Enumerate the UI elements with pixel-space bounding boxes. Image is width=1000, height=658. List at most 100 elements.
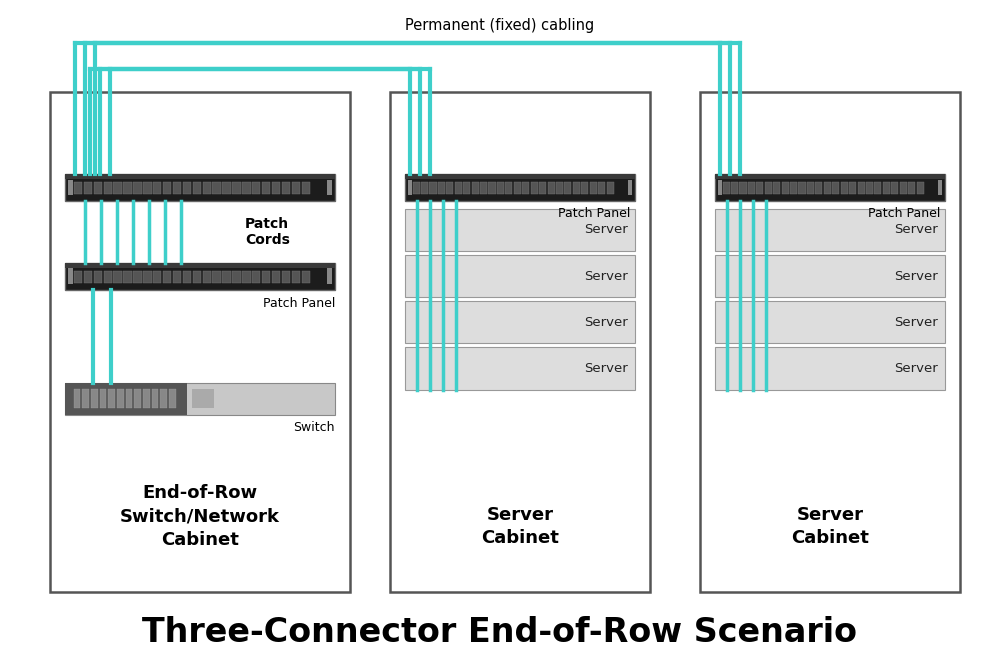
Bar bbox=[252, 271, 260, 283]
Bar bbox=[100, 390, 106, 408]
Text: Three-Connector End-of-Row Scenario: Three-Connector End-of-Row Scenario bbox=[143, 617, 858, 649]
Bar bbox=[74, 390, 80, 408]
Text: Permanent (fixed) cabling: Permanent (fixed) cabling bbox=[405, 18, 595, 32]
Bar bbox=[262, 182, 270, 194]
Bar bbox=[153, 182, 161, 194]
Bar bbox=[564, 182, 571, 194]
Bar bbox=[232, 271, 241, 283]
Bar bbox=[405, 174, 635, 179]
Text: Server
Cabinet: Server Cabinet bbox=[481, 505, 559, 547]
Bar bbox=[242, 271, 251, 283]
Bar bbox=[282, 271, 290, 283]
Bar bbox=[421, 182, 428, 194]
Bar bbox=[700, 92, 960, 592]
Bar bbox=[212, 182, 221, 194]
Bar bbox=[715, 301, 945, 343]
Bar bbox=[756, 182, 763, 194]
Bar bbox=[143, 182, 152, 194]
Bar bbox=[94, 271, 102, 283]
Bar bbox=[488, 182, 496, 194]
Bar bbox=[715, 255, 945, 297]
Bar bbox=[152, 390, 158, 408]
Bar bbox=[849, 182, 856, 194]
Bar bbox=[715, 174, 945, 179]
Bar bbox=[134, 390, 141, 408]
Bar bbox=[183, 271, 191, 283]
Bar bbox=[193, 271, 201, 283]
Bar bbox=[84, 271, 92, 283]
Bar bbox=[232, 182, 241, 194]
Bar bbox=[126, 390, 132, 408]
Bar bbox=[590, 182, 597, 194]
Bar bbox=[163, 271, 171, 283]
Bar bbox=[824, 182, 831, 194]
Text: Server: Server bbox=[584, 224, 628, 236]
Bar bbox=[108, 390, 115, 408]
Bar bbox=[405, 301, 635, 343]
Bar bbox=[65, 174, 335, 201]
Bar bbox=[798, 182, 806, 194]
Text: Server: Server bbox=[894, 362, 938, 374]
Text: Switch: Switch bbox=[294, 421, 335, 434]
Bar bbox=[505, 182, 512, 194]
Bar bbox=[50, 92, 350, 592]
Text: Server: Server bbox=[584, 270, 628, 282]
Bar bbox=[405, 347, 635, 390]
Bar bbox=[917, 182, 924, 194]
Bar bbox=[463, 182, 470, 194]
Bar bbox=[790, 182, 797, 194]
Text: Server
Cabinet: Server Cabinet bbox=[791, 505, 869, 547]
Bar bbox=[598, 182, 605, 194]
Bar bbox=[718, 180, 722, 195]
Text: Server: Server bbox=[584, 316, 628, 328]
Bar bbox=[832, 182, 839, 194]
Bar bbox=[133, 271, 142, 283]
Bar bbox=[866, 182, 873, 194]
Bar bbox=[548, 182, 555, 194]
Bar bbox=[262, 271, 270, 283]
Bar bbox=[212, 271, 221, 283]
Bar bbox=[65, 263, 335, 290]
Bar bbox=[938, 180, 942, 195]
Bar bbox=[104, 182, 112, 194]
Bar bbox=[143, 271, 152, 283]
Bar bbox=[242, 182, 251, 194]
Bar bbox=[429, 182, 437, 194]
Bar bbox=[715, 174, 945, 201]
Text: Server: Server bbox=[894, 316, 938, 328]
Bar bbox=[748, 182, 755, 194]
Bar bbox=[581, 182, 588, 194]
Bar bbox=[65, 383, 186, 415]
Bar bbox=[841, 182, 848, 194]
Bar bbox=[765, 182, 772, 194]
Bar bbox=[302, 271, 310, 283]
Bar bbox=[74, 182, 82, 194]
Bar bbox=[807, 182, 814, 194]
Bar bbox=[203, 182, 211, 194]
Text: Patch
Cords: Patch Cords bbox=[245, 217, 290, 247]
Bar bbox=[723, 182, 730, 194]
Bar bbox=[405, 209, 635, 251]
Bar bbox=[173, 182, 181, 194]
Bar bbox=[222, 271, 231, 283]
Text: Server: Server bbox=[894, 224, 938, 236]
Bar bbox=[573, 182, 580, 194]
Bar bbox=[183, 182, 191, 194]
Bar bbox=[173, 271, 181, 283]
Bar bbox=[531, 182, 538, 194]
Bar bbox=[82, 390, 89, 408]
Bar bbox=[731, 182, 738, 194]
Bar bbox=[123, 271, 132, 283]
Bar bbox=[133, 182, 142, 194]
Bar bbox=[405, 174, 635, 201]
Bar bbox=[539, 182, 546, 194]
Bar bbox=[68, 180, 73, 195]
Bar bbox=[74, 271, 82, 283]
Bar bbox=[715, 209, 945, 251]
Bar bbox=[497, 182, 504, 194]
Bar bbox=[113, 271, 122, 283]
Bar bbox=[222, 182, 231, 194]
Bar bbox=[715, 347, 945, 390]
Bar bbox=[123, 182, 132, 194]
Bar bbox=[773, 182, 780, 194]
